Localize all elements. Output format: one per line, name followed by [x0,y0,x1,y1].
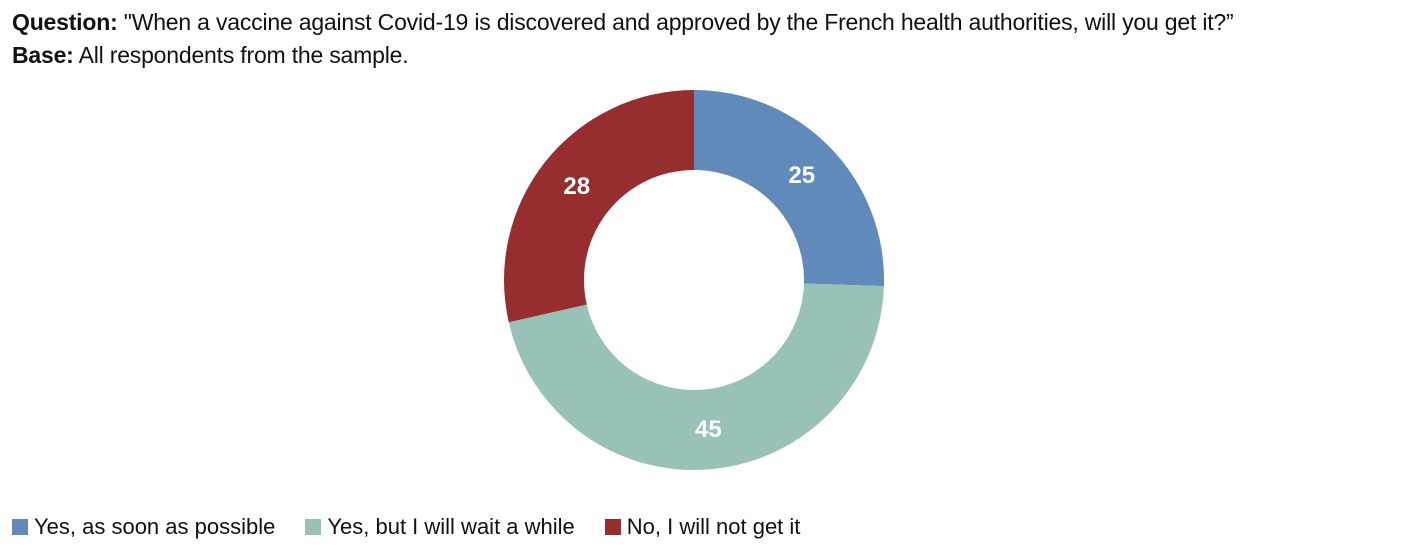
slice-data-label-3: 28 [563,173,590,200]
legend-swatch-2 [305,519,322,535]
chart-legend: Yes, as soon as possible Yes, but I will … [12,512,830,542]
slice-data-label-1: 25 [788,162,815,189]
legend-label-1: Yes, as soon as possible [34,514,276,539]
base-label: Base: [12,42,74,68]
donut-slice-3 [504,90,694,323]
legend-item-1: Yes, as soon as possible [12,512,275,542]
question-line: Question: "When a vaccine against Covid-… [12,6,1402,39]
donut-slice-2 [508,283,884,471]
question-text: "When a vaccine against Covid-19 is disc… [123,9,1234,35]
legend-label-2: Yes, but I will wait a while [327,514,575,539]
legend-swatch-1 [12,519,28,535]
chart-header: Question: "When a vaccine against Covid-… [12,6,1402,72]
donut-slice-1 [694,90,885,287]
question-label: Question: [12,9,118,35]
legend-label-3: No, I will not get it [626,514,801,539]
base-line: Base: All respondents from the sample. [12,39,1402,72]
base-text: All respondents from the sample. [78,42,409,68]
slice-data-label-2: 45 [695,416,722,443]
legend-swatch-3 [604,519,621,535]
legend-item-3: No, I will not get it [604,512,801,542]
legend-item-2: Yes, but I will wait a while [305,512,575,542]
